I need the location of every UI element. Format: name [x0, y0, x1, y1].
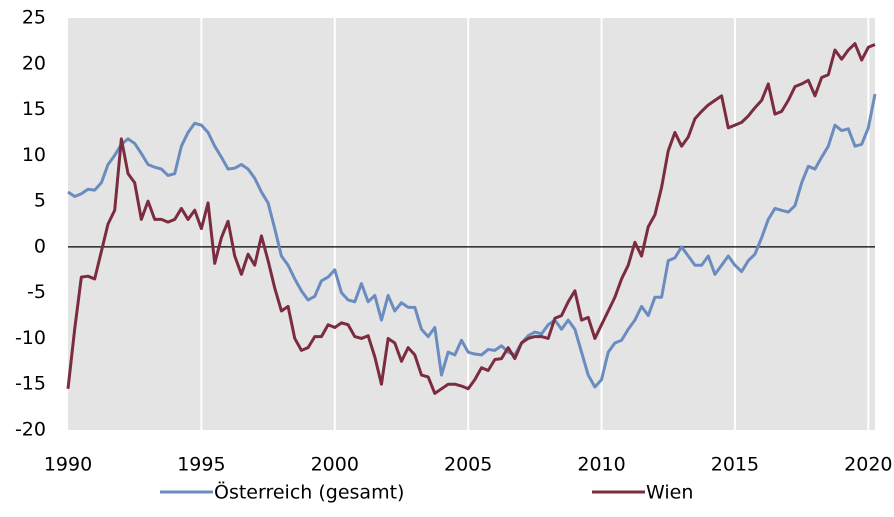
- y-tick-label: -10: [15, 327, 46, 349]
- x-tick-label: 2000: [311, 454, 359, 476]
- y-tick-label: 20: [22, 52, 46, 74]
- data-line: [66, 42, 876, 395]
- y-tick-label: -15: [15, 373, 46, 395]
- legend-label: Österreich (gesamt): [214, 481, 404, 504]
- y-tick-label: 5: [34, 190, 46, 212]
- y-tick-label: -5: [27, 281, 46, 303]
- y-tick-label: 10: [22, 144, 46, 166]
- y-tick-label: -20: [15, 419, 46, 441]
- y-tick-label: 15: [22, 98, 46, 120]
- y-tick-label: 25: [22, 7, 46, 29]
- x-tick-label: 2020: [844, 454, 892, 476]
- x-tick-label: 2015: [711, 454, 759, 476]
- x-tick-label: 2005: [444, 454, 492, 476]
- data-line: [67, 93, 877, 389]
- legend-label: Wien: [646, 482, 693, 504]
- x-tick-label: 1990: [44, 454, 92, 476]
- plot-area: [68, 18, 875, 430]
- x-tick-label: 2010: [577, 454, 625, 476]
- x-tick-label: 1995: [177, 454, 225, 476]
- y-tick-label: 0: [34, 235, 46, 257]
